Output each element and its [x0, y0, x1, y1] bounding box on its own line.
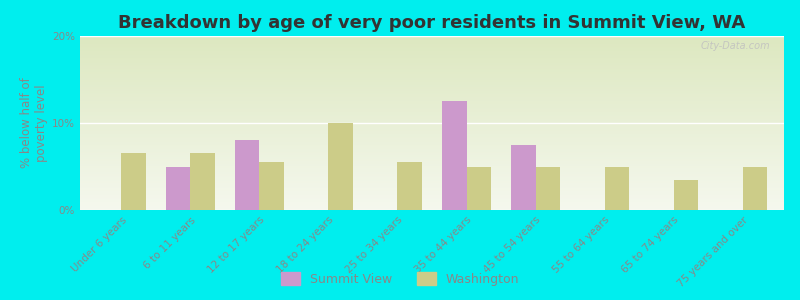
Title: Breakdown by age of very poor residents in Summit View, WA: Breakdown by age of very poor residents … [118, 14, 746, 32]
Bar [605, 167, 629, 210]
Legend: Summit View, Washington: Summit View, Washington [276, 267, 524, 291]
Bar [742, 167, 766, 210]
Bar [442, 101, 466, 210]
Bar [535, 167, 560, 210]
Bar [466, 167, 490, 210]
Bar [122, 154, 146, 210]
Bar [235, 140, 259, 210]
Bar [511, 145, 535, 210]
Text: City-Data.com: City-Data.com [700, 41, 770, 51]
Bar [398, 162, 422, 210]
Y-axis label: % below half of
poverty level: % below half of poverty level [20, 78, 48, 168]
Bar [674, 179, 698, 210]
Bar [259, 162, 284, 210]
Bar [166, 167, 190, 210]
Bar [329, 123, 353, 210]
Bar [190, 154, 214, 210]
